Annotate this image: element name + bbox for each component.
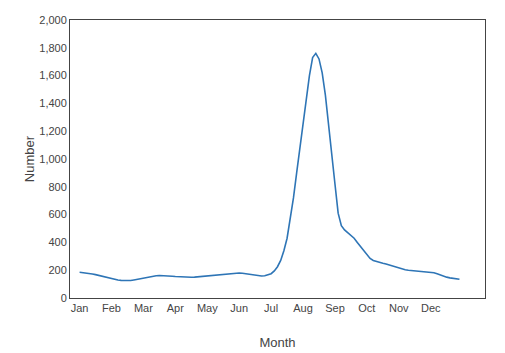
svg-text:Jun: Jun — [230, 302, 248, 314]
svg-text:1,600: 1,600 — [39, 69, 67, 81]
svg-text:Dec: Dec — [421, 302, 441, 314]
svg-text:1,800: 1,800 — [39, 42, 67, 54]
svg-text:600: 600 — [48, 208, 66, 220]
svg-text:Number: Number — [22, 135, 37, 182]
svg-text:Mar: Mar — [134, 302, 153, 314]
svg-text:May: May — [197, 302, 218, 314]
svg-text:Oct: Oct — [358, 302, 375, 314]
svg-text:1,200: 1,200 — [39, 125, 67, 137]
svg-text:Jul: Jul — [264, 302, 278, 314]
svg-text:1,000: 1,000 — [39, 153, 67, 165]
svg-text:Aug: Aug — [293, 302, 313, 314]
svg-text:800: 800 — [48, 181, 66, 193]
svg-text:400: 400 — [48, 236, 66, 248]
svg-text:Jan: Jan — [71, 302, 89, 314]
svg-text:Nov: Nov — [389, 302, 409, 314]
svg-text:0: 0 — [61, 292, 67, 304]
svg-text:Sep: Sep — [325, 302, 345, 314]
svg-text:Apr: Apr — [167, 302, 184, 314]
svg-text:1,400: 1,400 — [39, 97, 67, 109]
svg-text:Month: Month — [259, 335, 295, 350]
svg-text:200: 200 — [48, 264, 66, 276]
svg-text:2,000: 2,000 — [39, 14, 67, 26]
svg-text:Feb: Feb — [102, 302, 121, 314]
